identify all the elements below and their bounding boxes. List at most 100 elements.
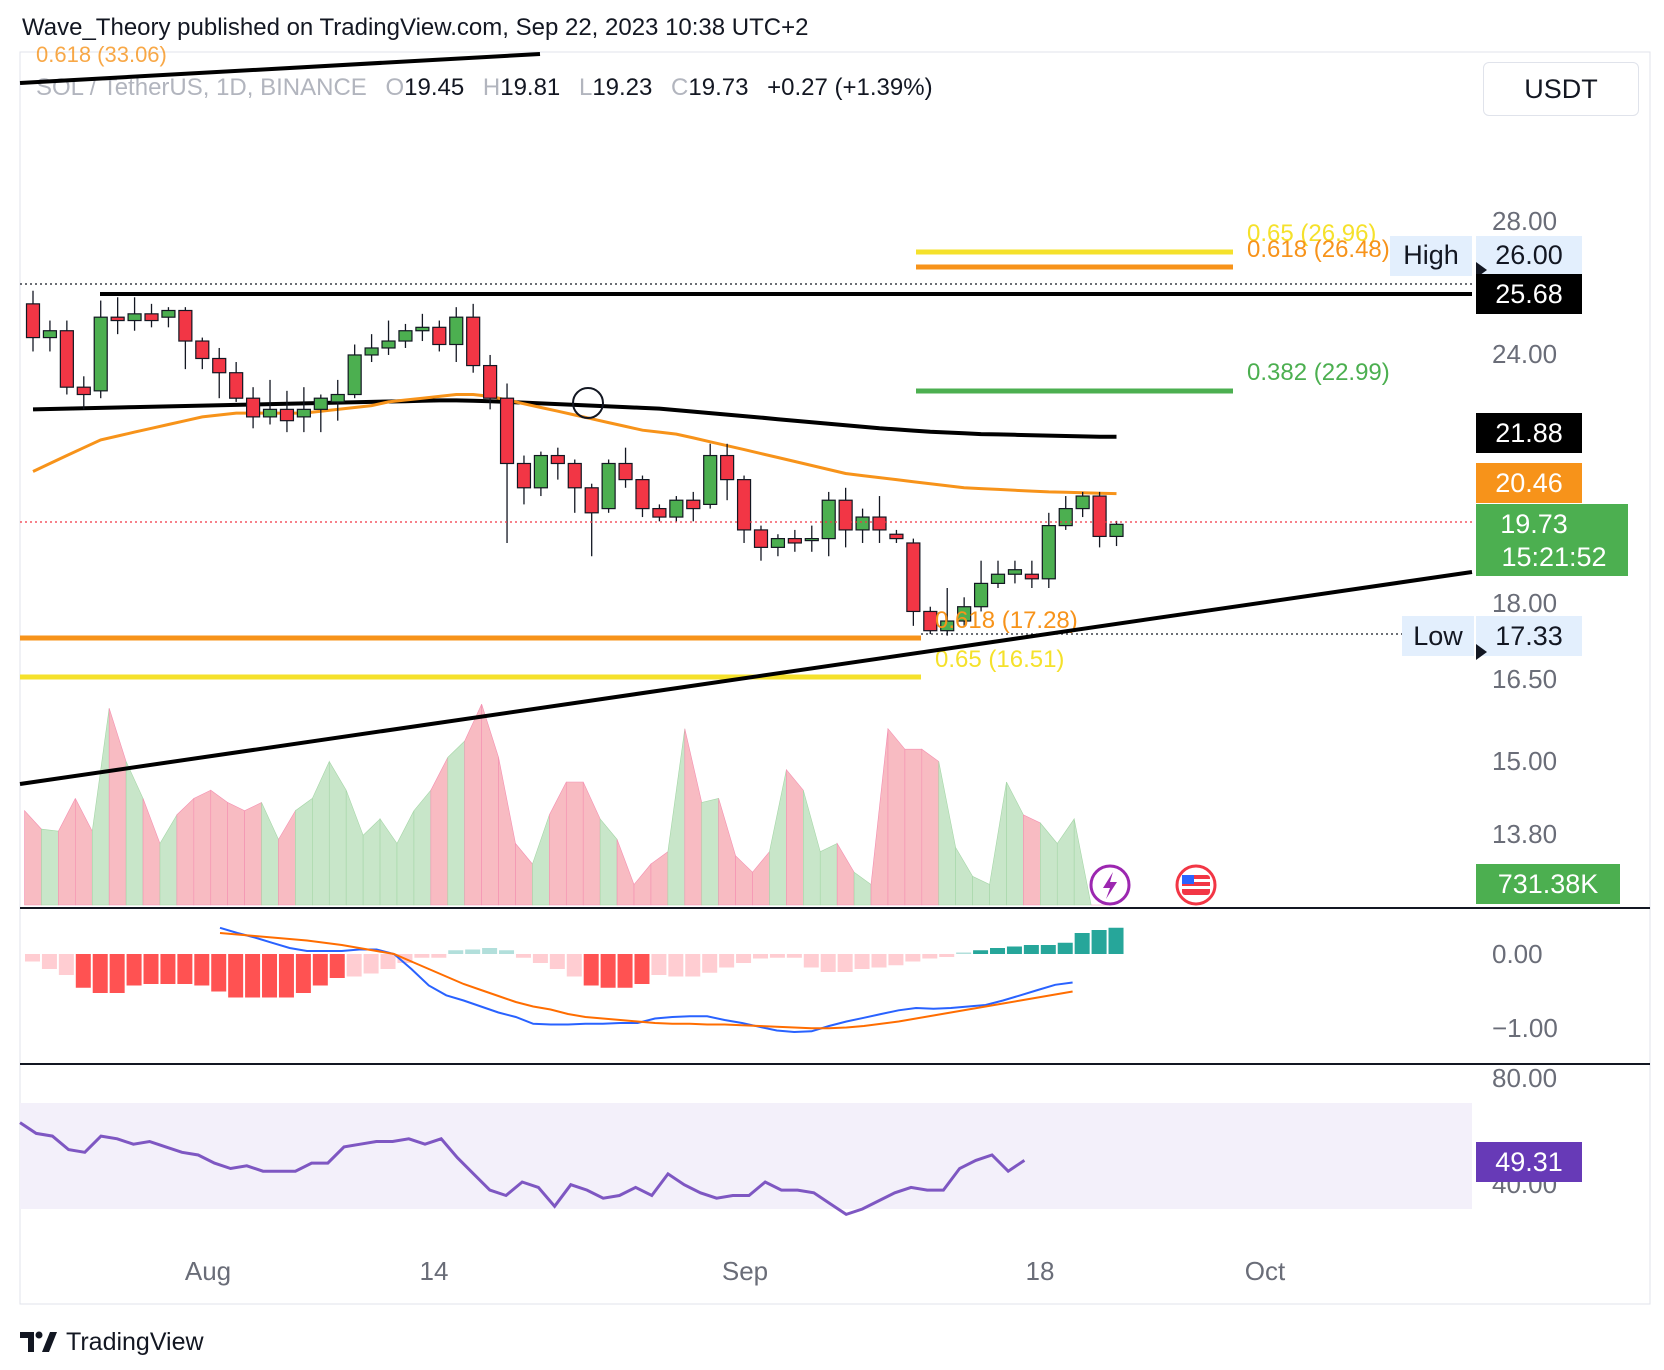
lightning-event-icon[interactable] xyxy=(1089,864,1131,906)
sma-line xyxy=(32,398,1117,439)
macd-tick-label: 0.00 xyxy=(1492,939,1543,969)
volume-segment xyxy=(58,798,76,906)
candle-body xyxy=(398,330,413,342)
volume-segment xyxy=(244,802,262,906)
macd-histogram-bar xyxy=(803,954,819,968)
symbol-line: SOL / TetherUS, 1D, BINANCE O19.45 H19.8… xyxy=(36,74,933,101)
signal-line xyxy=(219,932,1073,1030)
candle-body xyxy=(245,397,261,418)
macd-histogram-bar xyxy=(431,954,447,958)
ohlc-o-label: O xyxy=(385,74,404,101)
price-tick-label: 15.00 xyxy=(1492,746,1557,776)
macd-histogram-bar xyxy=(380,954,396,969)
macd-histogram-bar xyxy=(346,954,362,977)
macd-histogram-bar xyxy=(702,954,718,973)
sma-tag-bg xyxy=(1476,413,1582,453)
price-axis[interactable]: 28.00 24.00 18.00 16.50 15.00 13.80 0.00… xyxy=(1492,206,1558,1199)
fib-label: 0.618 (17.28) xyxy=(935,607,1078,634)
time-tick-label: Sep xyxy=(722,1256,768,1286)
ohlc-h-label: H xyxy=(483,74,500,101)
candle-body xyxy=(1024,573,1039,580)
macd-histogram-bar xyxy=(956,952,972,954)
macd-histogram-bar xyxy=(143,954,159,984)
ohlc-c-value: 19.73 xyxy=(688,74,748,101)
candle-body xyxy=(364,347,379,356)
volume-segment xyxy=(75,798,93,906)
cross-marker-circle xyxy=(572,387,604,419)
candle-body xyxy=(1075,495,1090,510)
candle-body xyxy=(59,330,74,388)
macd-histogram-bar xyxy=(651,954,667,975)
volume-segment xyxy=(413,789,432,906)
low-tag-value: 17.33 xyxy=(1495,621,1563,651)
macd-histogram-bar xyxy=(1074,933,1090,954)
candle-body xyxy=(1041,525,1056,580)
volume-segment xyxy=(379,817,398,906)
macd-histogram-bar xyxy=(278,954,294,998)
macd-pane xyxy=(25,926,1124,1034)
macd-histogram-bar xyxy=(973,950,989,954)
support-trendline[interactable] xyxy=(19,570,1473,786)
candle-body xyxy=(195,340,210,360)
macd-histogram-bar xyxy=(499,950,515,954)
currency-button[interactable]: USDT xyxy=(1483,62,1639,116)
countdown-timer: 15:21:52 xyxy=(1501,542,1606,572)
macd-histogram-bar xyxy=(1006,946,1022,954)
candle-body xyxy=(25,303,41,339)
tradingview-logo[interactable]: TradingView xyxy=(20,1327,204,1357)
volume-segment xyxy=(396,810,415,906)
volume-segment xyxy=(1006,781,1024,906)
time-tick-label: Oct xyxy=(1245,1256,1286,1286)
upper-trendline[interactable] xyxy=(19,52,541,85)
volume-segment xyxy=(989,781,1007,906)
fib-label: 0.618 (26.48) xyxy=(1247,236,1390,263)
volume-segment xyxy=(803,790,821,906)
low-tag-label: Low xyxy=(1413,621,1463,651)
macd-histogram-bar xyxy=(854,954,870,969)
volume-segment xyxy=(582,781,601,906)
candle-body xyxy=(1109,523,1124,538)
us-flag-event-icon[interactable] xyxy=(1175,864,1217,906)
last-price-tag-bg xyxy=(1476,504,1628,576)
macd-histogram-bar xyxy=(583,954,599,986)
volume-segment xyxy=(24,809,42,906)
candle-body xyxy=(804,537,819,542)
time-tick-label: Aug xyxy=(185,1256,231,1286)
ema-tag-bg xyxy=(1476,463,1582,503)
volume-segment xyxy=(955,846,973,906)
price-tags: High 26.00 25.68 21.88 20.46 19.73 15:21… xyxy=(1390,236,1628,1182)
volume-segment xyxy=(904,748,923,906)
candle-body xyxy=(635,479,650,510)
macd-histogram-bar xyxy=(363,954,379,974)
volume-segment xyxy=(312,761,330,906)
macd-histogram-bar xyxy=(41,954,57,969)
candle-body xyxy=(1007,569,1023,575)
candle-body xyxy=(533,454,549,489)
tradingview-logo-icon xyxy=(20,1331,57,1352)
time-axis[interactable]: Aug 14 Sep 18 Oct xyxy=(185,1256,1286,1286)
volume-segment xyxy=(227,802,245,906)
volume-segment xyxy=(735,855,753,906)
macd-histogram-bar xyxy=(786,954,802,958)
volume-segment xyxy=(481,704,499,906)
ohlc-o-value: 19.45 xyxy=(404,74,464,101)
macd-histogram-bar xyxy=(1023,945,1039,954)
candle-body xyxy=(262,408,278,418)
macd-histogram-bar xyxy=(1091,930,1107,954)
volume-segment xyxy=(599,818,618,906)
candle-body xyxy=(872,516,887,531)
rsi-tick-label: 80.00 xyxy=(1492,1063,1557,1093)
candle-body xyxy=(770,537,786,548)
candle-body xyxy=(313,397,328,410)
macd-histogram-bar xyxy=(1108,927,1124,954)
price-tick-label: 13.80 xyxy=(1492,819,1557,849)
candle-body xyxy=(483,364,498,399)
candle-body xyxy=(229,372,244,399)
time-tick-label: 18 xyxy=(1026,1256,1055,1286)
candle-body xyxy=(330,393,345,403)
macd-histogram-bar xyxy=(228,954,244,998)
candle-body xyxy=(736,479,752,531)
high-tag-label: High xyxy=(1403,240,1459,270)
volume-segment xyxy=(295,797,313,906)
